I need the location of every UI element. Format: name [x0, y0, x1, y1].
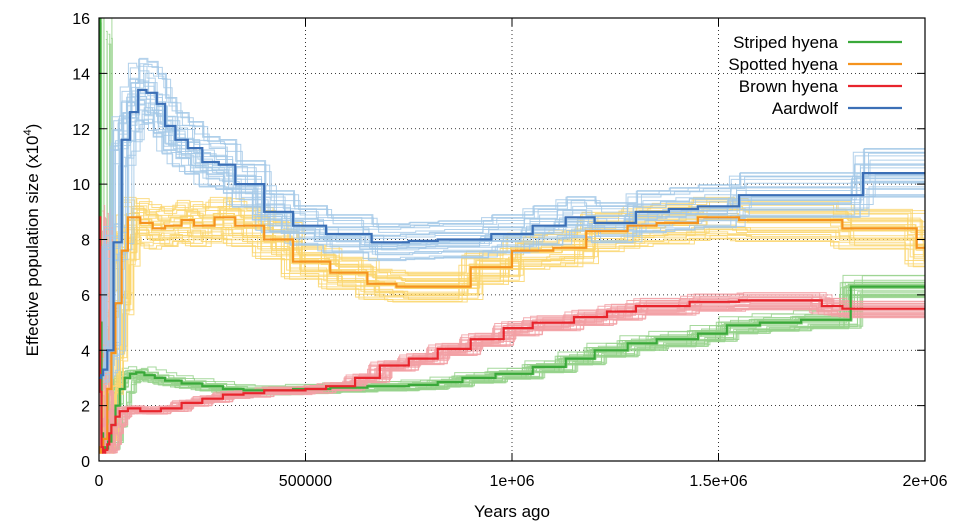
series-line	[99, 88, 925, 379]
legend-label: Brown hyena	[739, 77, 839, 96]
legend-label: Striped hyena	[733, 33, 838, 52]
y-tick-labels: 0 2 4 6 8 10 12 14 16	[72, 11, 90, 471]
axis-ticks	[98, 17, 926, 462]
y-tick-label: 2	[81, 399, 90, 416]
x-tick-label: 1e+06	[490, 473, 535, 490]
y-tick-label: 0	[81, 454, 90, 471]
bootstrap-line	[105, 231, 925, 454]
y-axis-title-main: Effective population size (x10	[23, 135, 42, 356]
bootstrap-line	[108, 228, 925, 454]
bootstrap-line	[100, 92, 925, 380]
bootstrap-line	[99, 99, 925, 381]
legend-label: Spotted hyena	[728, 55, 838, 74]
bootstrap-line	[107, 228, 925, 454]
y-tick-label: 4	[81, 343, 90, 360]
y-tick-label: 6	[81, 288, 90, 305]
bootstrap-line	[99, 67, 925, 373]
x-axis-title: Years ago	[474, 502, 550, 521]
y-tick-label: 14	[72, 66, 90, 83]
y-axis-title-close: )	[23, 124, 42, 130]
y-tick-label: 16	[72, 11, 90, 28]
y-axis-title-exponent: 4	[22, 129, 34, 135]
y-axis-title: Effective population size (x104)	[22, 124, 42, 357]
y-tick-label: 12	[72, 122, 90, 139]
legend: Striped hyena Spotted hyena Brown hyena Aar…	[728, 33, 902, 118]
bootstrap-line	[99, 82, 925, 377]
series-line	[99, 216, 925, 454]
x-tick-label: 0	[95, 473, 104, 490]
y-tick-label: 10	[72, 177, 90, 194]
bootstrap-line	[105, 118, 925, 385]
bootstrap-line	[111, 234, 925, 454]
series-lines	[99, 18, 925, 454]
bootstrap-line	[99, 96, 925, 380]
series-line	[99, 216, 925, 454]
bootstrap-line	[99, 62, 925, 372]
bootstrap-line	[106, 233, 925, 454]
x-tick-labels: 0 500000 1e+06 1.5e+06 2e+06	[95, 473, 948, 490]
x-tick-label: 2e+06	[903, 473, 948, 490]
x-tick-label: 500000	[279, 473, 332, 490]
bootstrap-line	[104, 107, 925, 383]
y-tick-label: 8	[81, 233, 90, 250]
legend-label: Aardwolf	[772, 99, 838, 118]
x-tick-label: 1.5e+06	[689, 473, 747, 490]
